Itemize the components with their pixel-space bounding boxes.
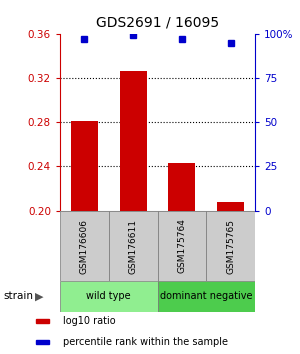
Bar (158, 211, 206, 281)
Text: ▶: ▶ (35, 291, 43, 302)
Title: GDS2691 / 16095: GDS2691 / 16095 (96, 16, 219, 30)
Bar (71, 121, 98, 211)
Text: percentile rank within the sample: percentile rank within the sample (63, 337, 228, 347)
Bar (60, 281, 158, 312)
Text: GSM176611: GSM176611 (129, 218, 138, 274)
Bar (36, 341, 49, 344)
Text: GSM176606: GSM176606 (80, 218, 89, 274)
Text: GSM175764: GSM175764 (177, 218, 186, 274)
Bar (158, 281, 255, 312)
Bar (120, 71, 146, 211)
Bar (60, 211, 109, 281)
Bar (206, 211, 255, 281)
Text: dominant negative: dominant negative (160, 291, 253, 302)
Bar (109, 211, 158, 281)
Bar (36, 319, 49, 322)
Bar (169, 163, 195, 211)
Text: wild type: wild type (86, 291, 131, 302)
Text: GSM175765: GSM175765 (226, 218, 235, 274)
Text: strain: strain (3, 291, 33, 302)
Text: log10 ratio: log10 ratio (63, 316, 116, 326)
Bar (217, 202, 244, 211)
